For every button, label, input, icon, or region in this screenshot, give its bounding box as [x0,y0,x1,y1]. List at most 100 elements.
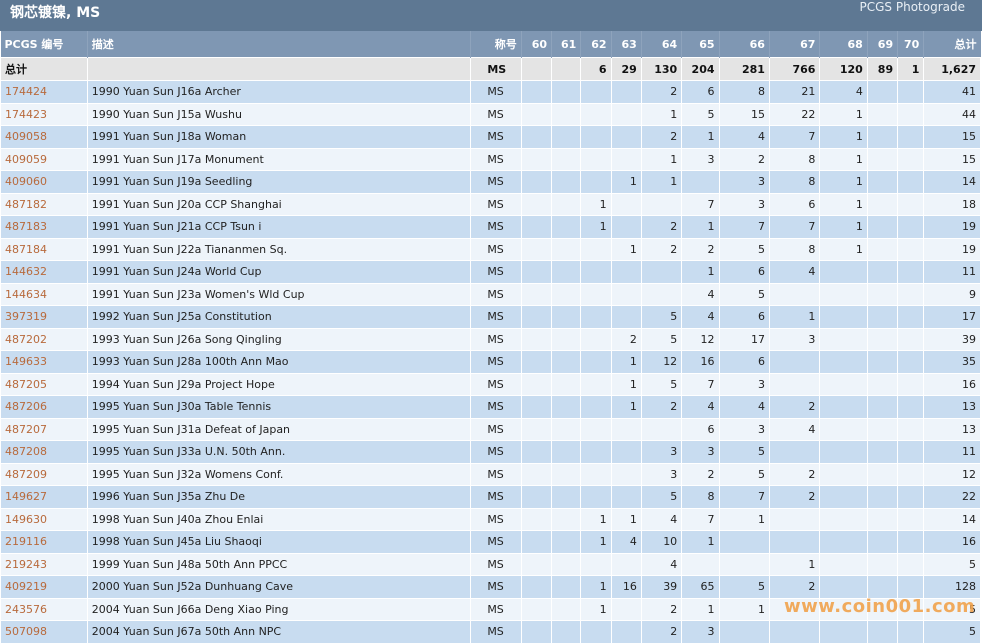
grade-64-count [640,260,683,284]
pcgs-number-link[interactable]: 487184 [0,237,88,261]
pcgs-number-link[interactable]: 149627 [0,485,88,509]
grade-61-count [551,102,582,126]
designation-cell: MS [470,575,522,599]
pcgs-number-link[interactable]: 174424 [0,80,88,104]
grade-65-count: 6 [681,417,720,441]
pcgs-number-link[interactable]: 219116 [0,530,88,554]
pcgs-number-link[interactable]: 487205 [0,372,88,396]
grade-65-count: 1 [681,260,720,284]
pcgs-number-link[interactable]: 487202 [0,327,88,351]
pcgs-number-link[interactable]: 487209 [0,462,88,486]
column-header-grade-70[interactable]: 70 [897,31,924,58]
grade-67-count [768,372,821,396]
grade-70-count [897,507,925,531]
column-header-grade-67[interactable]: 67 [768,31,820,58]
grade-64-count: 2 [640,620,683,644]
pcgs-number-link[interactable]: 144634 [0,282,88,306]
column-header-description[interactable]: 描述 [86,31,471,58]
grade-60-count [520,507,553,531]
coin-description: 1995 Yuan Sun J30a Table Tennis [86,395,472,419]
table-row: 144634 1991 Yuan Sun J23a Women's Wld Cup… [0,282,981,306]
pcgs-number-link[interactable]: 409059 [0,147,88,171]
grade-64-count: 2 [640,395,683,419]
row-total: 11 [923,440,981,464]
pcgs-number-link[interactable]: 174423 [0,102,88,126]
pcgs-number-link[interactable]: 487207 [0,417,88,441]
grade-69-count [866,395,899,419]
grade-60-count [520,237,553,261]
column-header-grade-63[interactable]: 63 [610,31,642,58]
grade-67-count: 7 [768,215,821,239]
column-header-grade-64[interactable]: 64 [640,31,682,58]
column-header-grade-68[interactable]: 68 [819,31,868,58]
grade-62-count [580,417,612,441]
grade-62-count [580,350,612,374]
grade-61-count [551,372,582,396]
grade-60-count [520,80,553,104]
grade-69-count [866,552,899,576]
column-header-grade-62[interactable]: 62 [580,31,612,58]
pcgs-number-link[interactable]: 507098 [0,620,88,644]
grade-62-count: 1 [580,507,612,531]
pcgs-number-link[interactable]: 219243 [0,552,88,576]
row-total: 12 [923,462,981,486]
grade-65-count: 2 [681,237,720,261]
pcgs-number-link[interactable]: 397319 [0,305,88,329]
column-header-grade-66[interactable]: 66 [718,31,770,58]
grade-61-count [551,417,582,441]
column-header-total[interactable]: 总计 [923,31,981,58]
grade-69-count [866,485,899,509]
table-row: 487207 1995 Yuan Sun J31a Defeat of Japan… [0,417,981,441]
grade-65-count: 8 [681,485,720,509]
grade-63-count [610,597,642,621]
grade-60-count [520,170,553,194]
grade-60-count [520,372,553,396]
pcgs-number-link[interactable]: 149630 [0,507,88,531]
grade-65-count: 2 [681,462,720,486]
column-header-grade-61[interactable]: 61 [551,31,581,58]
grade-63-count: 1 [610,395,642,419]
row-total: 16 [923,530,981,554]
brand-link[interactable]: PCGS Photograde [859,0,965,14]
grade-69-count [866,125,899,149]
table-row: 409219 2000 Yuan Sun J52a Dunhuang Cave MS… [0,575,981,599]
column-header-grade-69[interactable]: 69 [866,31,898,58]
pcgs-number-link[interactable]: 487206 [0,395,88,419]
grade-70-count [897,440,925,464]
grade-66-count: 15 [718,102,770,126]
grade-63-count [610,417,642,441]
grade-67-count [768,620,821,644]
pcgs-number-link[interactable]: 243576 [0,597,88,621]
pcgs-number-link[interactable]: 487183 [0,215,88,239]
column-header-pcgs[interactable]: PCGS 编号 [0,31,88,58]
grade-63-count: 1 [610,170,642,194]
grade-68-count [819,575,868,599]
pcgs-number-link[interactable]: 409060 [0,170,88,194]
grade-60-count [520,417,553,441]
grade-61-count [551,350,582,374]
pcgs-number-link[interactable]: 487182 [0,192,88,216]
grade-70-count [897,215,925,239]
grade-66-count: 5 [718,237,770,261]
pcgs-number-link[interactable]: 144632 [0,260,88,284]
grade-67-count: 21 [768,80,821,104]
pcgs-number-link[interactable]: 409058 [0,125,88,149]
coin-description: 1991 Yuan Sun J21a CCP Tsun i [86,215,472,239]
column-header-grade-65[interactable]: 65 [681,31,720,58]
coin-description: 1998 Yuan Sun J45a Liu Shaoqi [86,530,472,554]
table-row: 487183 1991 Yuan Sun J21a CCP Tsun i MS 1 2 1… [0,215,981,239]
pcgs-number-link[interactable]: 487208 [0,440,88,464]
total-grade-61 [551,57,582,81]
grade-61-count [551,575,582,599]
row-total: 15 [923,147,981,171]
pcgs-number-link[interactable]: 409219 [0,575,88,599]
grade-66-count: 3 [718,170,770,194]
designation-cell: MS [470,170,522,194]
column-header-designation[interactable]: 称号 [470,31,522,58]
grade-70-count [897,102,925,126]
pcgs-number-link[interactable]: 149633 [0,350,88,374]
grade-65-count [681,170,720,194]
grade-60-count [520,147,553,171]
grade-68-count [819,552,868,576]
column-header-grade-60[interactable]: 60 [520,31,552,58]
